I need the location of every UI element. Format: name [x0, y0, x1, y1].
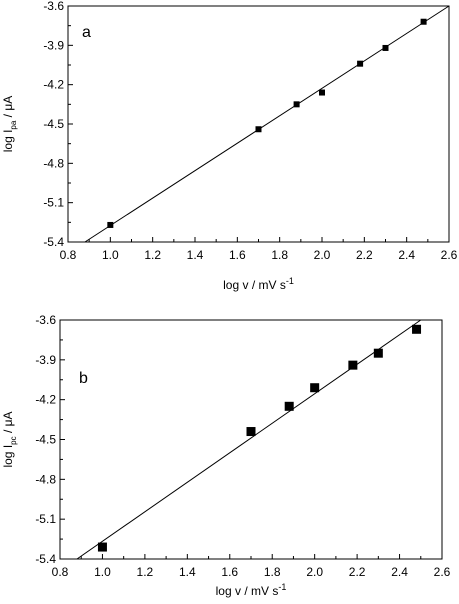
data-point	[420, 18, 427, 25]
y-tick-label: -3.9	[35, 353, 56, 367]
y-axis-title-unit: / μA	[1, 96, 15, 121]
panel-label: a	[82, 24, 91, 41]
data-point	[246, 427, 256, 437]
y-axis-title-unit: / μA	[1, 411, 15, 436]
y-tick-label: -5.1	[43, 196, 64, 210]
data-point	[293, 101, 300, 108]
x-tick-label: 0.8	[60, 248, 77, 262]
y-tick-label: -4.5	[43, 117, 64, 131]
x-tick-label: 2.0	[314, 248, 331, 262]
x-tick-label: 2.2	[349, 565, 366, 579]
x-tick-label: 2.2	[356, 248, 373, 262]
x-axis-title-sup: -1	[286, 276, 294, 286]
y-axis-title-main: log I	[1, 130, 15, 153]
fit-line	[76, 319, 422, 560]
data-point	[348, 360, 358, 370]
x-tick-label: 1.4	[179, 565, 196, 579]
y-tick-label: -4.2	[35, 393, 56, 407]
y-axis-title-sub: pa	[9, 120, 18, 129]
y-axis-title-sub: pc	[9, 436, 18, 444]
x-tick-label: 1.2	[137, 565, 154, 579]
x-axis-title-sup: -1	[278, 582, 286, 592]
data-point	[97, 542, 107, 552]
x-tick-label: 2.6	[441, 248, 458, 262]
panel-label: b	[79, 370, 88, 387]
y-tick-label: -4.2	[43, 78, 64, 92]
plot-frame	[59, 319, 443, 560]
y-axis-title: log Ipa / μA	[1, 96, 18, 153]
x-tick-label: 1.0	[102, 248, 119, 262]
data-point	[357, 60, 364, 67]
y-tick-label: -4.8	[43, 156, 64, 170]
data-point	[382, 44, 389, 51]
x-axis-title-main: log v / mV s	[223, 278, 286, 292]
x-axis-title: log v / mV s-1	[223, 276, 294, 292]
y-axis-title-main: log I	[1, 445, 15, 468]
y-tick-label: -5.4	[43, 235, 64, 249]
x-tick-label: 1.8	[264, 565, 281, 579]
x-tick-label: 2.0	[306, 565, 323, 579]
y-tick-label: -3.6	[43, 0, 64, 13]
y-axis-title: log Ipc / μA	[1, 411, 18, 467]
data-point	[284, 401, 294, 411]
y-tick-label: -3.6	[35, 313, 56, 327]
data-point	[310, 383, 320, 393]
chart-panel-a: 0.8 1.0 1.2 1.4 1.6 1.8 2.0 2.2 2.4 2.6 -5.4 -5.1 -4…	[1, 0, 458, 292]
data-point	[107, 221, 114, 228]
x-tick-label: 1.2	[144, 248, 161, 262]
x-tick-label: 2.4	[391, 565, 408, 579]
data-point	[373, 348, 383, 358]
data-point	[319, 89, 325, 96]
x-axis-title-main: log v / mV s	[216, 584, 279, 598]
fit-line	[84, 5, 450, 243]
x-tick-label: 1.4	[187, 248, 204, 262]
x-tick-label: 2.4	[398, 248, 415, 262]
y-tick-label: -4.5	[35, 433, 56, 447]
x-tick-label: 1.0	[94, 565, 111, 579]
data-point	[255, 126, 262, 133]
data-point	[412, 324, 422, 334]
plot-frame	[67, 5, 450, 243]
x-tick-label: 0.8	[52, 565, 69, 579]
y-tick-label: -5.4	[35, 552, 56, 566]
x-tick-label: 1.6	[221, 565, 238, 579]
chart-panel-b: 0.8 1.0 1.2 1.4 1.6 1.8 2.0 2.2 2.4 2.6 -5.4 -5.1 -4…	[1, 313, 451, 598]
x-tick-label: 2.6	[434, 565, 451, 579]
x-tick-label: 1.6	[229, 248, 246, 262]
y-tick-label: -5.1	[35, 512, 56, 526]
y-tick-label: -4.8	[35, 472, 56, 486]
y-tick-label: -3.9	[43, 38, 64, 52]
x-axis-title: log v / mV s-1	[216, 582, 287, 598]
x-tick-label: 1.8	[271, 248, 288, 262]
